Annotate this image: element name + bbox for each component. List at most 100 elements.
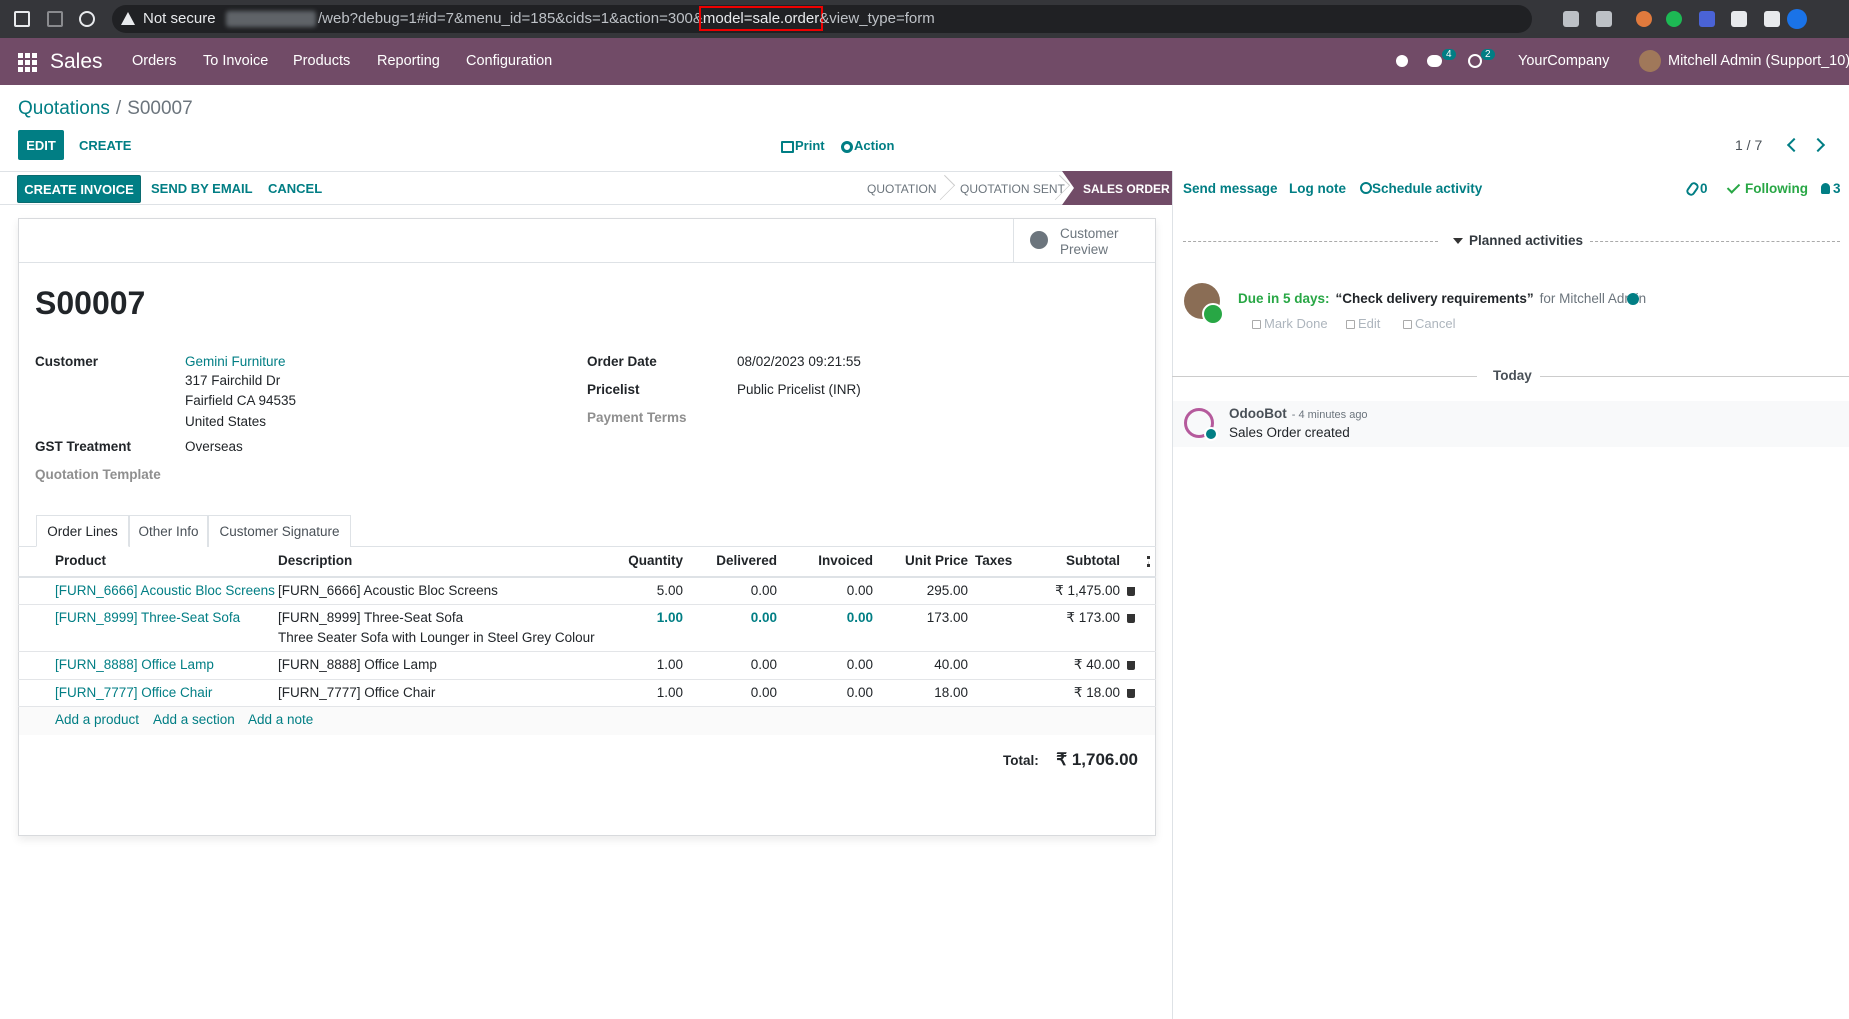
reload-button[interactable] bbox=[79, 11, 95, 27]
apps-icon-dot[interactable] bbox=[18, 53, 23, 58]
activity-assignee: for Mitchell Admin bbox=[1539, 291, 1647, 306]
column-header[interactable]: Description bbox=[278, 553, 353, 568]
number-cell: 1.00 bbox=[656, 610, 683, 625]
forward-button[interactable] bbox=[47, 11, 63, 27]
browser-icon[interactable] bbox=[1596, 11, 1612, 27]
app-name[interactable]: Sales bbox=[50, 50, 103, 73]
create-invoice-button[interactable]: CREATE INVOICE bbox=[17, 175, 141, 203]
activity-button-icon bbox=[1403, 320, 1412, 329]
message-author[interactable]: OdooBot bbox=[1229, 406, 1287, 421]
browser-icon[interactable] bbox=[1731, 11, 1747, 27]
attachment-count[interactable]: 0 bbox=[1700, 181, 1708, 196]
planned-activities[interactable]: Planned activities bbox=[1469, 233, 1584, 248]
message-time: - 4 minutes ago bbox=[1291, 409, 1368, 421]
browser-icon[interactable] bbox=[1563, 11, 1579, 27]
number-cell: 0.00 bbox=[846, 685, 873, 700]
navbar bbox=[0, 38, 1849, 85]
column-header[interactable]: Product bbox=[55, 553, 107, 568]
today-line bbox=[1172, 376, 1477, 377]
activity-button[interactable]: Edit bbox=[1358, 316, 1381, 331]
activities-icon[interactable] bbox=[1468, 54, 1482, 68]
delete-line[interactable] bbox=[1127, 587, 1135, 596]
product-cell[interactable]: [FURN_6666] Acoustic Bloc Screens bbox=[55, 583, 275, 598]
debug-icon[interactable] bbox=[1396, 55, 1408, 67]
user-menu[interactable]: Mitchell Admin (Support_10) bbox=[1668, 53, 1849, 69]
url-highlight: model=sale.order bbox=[698, 6, 824, 31]
product-cell[interactable]: [FURN_7777] Office Chair bbox=[55, 685, 213, 700]
field-value[interactable]: Gemini Furniture bbox=[185, 354, 286, 369]
profile-avatar[interactable] bbox=[1787, 9, 1807, 29]
product-cell[interactable]: [FURN_8999] Three-Seat Sofa bbox=[55, 610, 241, 625]
column-header[interactable]: Taxes bbox=[975, 553, 1013, 568]
chatter-action[interactable]: Schedule activity bbox=[1372, 181, 1483, 196]
description-cell: [FURN_8999] Three-Seat Sofa bbox=[278, 610, 464, 625]
pager-prev[interactable] bbox=[1786, 137, 1802, 153]
browser-icon[interactable] bbox=[1666, 11, 1682, 27]
delete-line[interactable] bbox=[1127, 614, 1135, 623]
attachment-icon bbox=[1684, 180, 1701, 198]
browser-icon[interactable] bbox=[1764, 11, 1780, 27]
column-header[interactable]: Quantity bbox=[628, 553, 683, 568]
following-button[interactable]: Following bbox=[1745, 181, 1808, 196]
browser-icon[interactable] bbox=[1636, 11, 1652, 27]
tab[interactable]: Order Lines bbox=[36, 515, 129, 547]
header-line bbox=[18, 576, 1156, 578]
description-cell: [FURN_6666] Acoustic Bloc Screens bbox=[278, 583, 498, 598]
chatter-action[interactable]: Send message bbox=[1183, 181, 1278, 196]
subtotal-cell: ₹ 40.00 bbox=[1073, 657, 1120, 672]
description-cell: Three Seater Sofa with Lounger in Steel … bbox=[278, 630, 595, 645]
number-cell: 0.00 bbox=[750, 610, 777, 625]
chatter-action[interactable]: Log note bbox=[1289, 181, 1346, 196]
menu-item[interactable]: Products bbox=[293, 53, 351, 69]
action-button[interactable]: Action bbox=[854, 138, 895, 153]
followers-count[interactable]: 3 bbox=[1833, 181, 1841, 196]
company-switcher[interactable]: YourCompany bbox=[1518, 53, 1610, 69]
menu-item[interactable]: Orders bbox=[132, 53, 177, 69]
column-header[interactable]: Delivered bbox=[716, 553, 777, 568]
column-header[interactable]: Subtotal bbox=[1066, 553, 1120, 568]
add-line-link[interactable]: Add a section bbox=[153, 712, 235, 727]
activity-button[interactable]: Cancel bbox=[1415, 316, 1456, 331]
column-options bbox=[1147, 556, 1153, 567]
field-value: Overseas bbox=[185, 439, 243, 454]
menu-item[interactable]: Configuration bbox=[466, 53, 553, 69]
print-button[interactable]: Print bbox=[795, 138, 825, 153]
record-name: S00007 bbox=[35, 285, 146, 321]
activity-line: Due in 5 days: “Check delivery requiremen… bbox=[1238, 291, 1646, 306]
apps-icon-dot bbox=[25, 60, 30, 65]
breadcrumb-parent[interactable]: Quotations bbox=[18, 98, 110, 119]
action-icon bbox=[841, 141, 853, 153]
column-header[interactable]: Invoiced bbox=[818, 553, 873, 568]
delete-line[interactable] bbox=[1127, 689, 1135, 698]
menu-item[interactable]: Reporting bbox=[377, 53, 440, 69]
stage[interactable]: QUOTATION bbox=[867, 182, 937, 196]
breadcrumb-separator: / bbox=[115, 98, 122, 119]
send-email-button[interactable]: SEND BY EMAIL bbox=[151, 181, 253, 196]
subtotal-cell: ₹ 173.00 bbox=[1066, 610, 1120, 625]
activity-button-icon bbox=[1252, 320, 1261, 329]
statusbar bbox=[0, 171, 1172, 205]
tab[interactable]: Other Info bbox=[129, 515, 208, 547]
unit-price-cell: 18.00 bbox=[934, 685, 968, 700]
pager-next[interactable] bbox=[1810, 137, 1826, 153]
message-body: Sales Order created bbox=[1229, 425, 1350, 440]
browser-icon[interactable] bbox=[1699, 11, 1715, 27]
delete-line[interactable] bbox=[1127, 661, 1135, 670]
product-cell[interactable]: [FURN_8888] Office Lamp bbox=[55, 657, 214, 672]
messages-icon[interactable] bbox=[1427, 55, 1442, 67]
back-button[interactable] bbox=[14, 11, 30, 27]
stage[interactable]: QUOTATION SENT bbox=[960, 182, 1065, 196]
edit-button[interactable]: EDIT bbox=[18, 130, 64, 160]
preview-button[interactable] bbox=[1013, 219, 1156, 262]
add-line-link[interactable]: Add a note bbox=[248, 712, 314, 727]
row-line bbox=[18, 604, 1156, 605]
add-line-link[interactable]: Add a product bbox=[55, 712, 140, 727]
row-line bbox=[18, 679, 1156, 680]
apps-icon-dot bbox=[32, 53, 37, 58]
activity-button[interactable]: Mark Done bbox=[1264, 316, 1328, 331]
cancel-button[interactable]: CANCEL bbox=[268, 181, 323, 196]
tab[interactable]: Customer Signature bbox=[208, 515, 351, 547]
menu-item[interactable]: To Invoice bbox=[203, 53, 269, 69]
create-button[interactable]: CREATE bbox=[79, 138, 132, 153]
column-header[interactable]: Unit Price bbox=[904, 553, 968, 568]
